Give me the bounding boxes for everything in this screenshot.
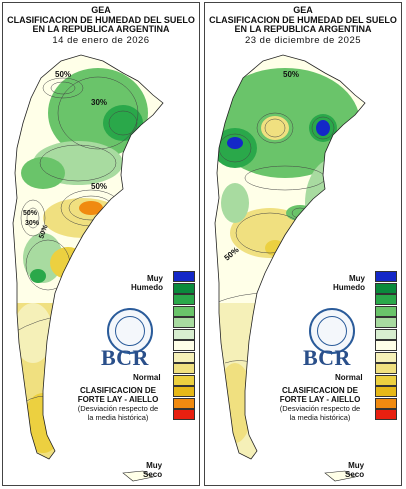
header-gea: GEA <box>91 5 111 15</box>
header-gea: GEA <box>293 5 313 15</box>
map-header-left: GEA CLASIFICACION DE HUMEDAD DEL SUELO E… <box>3 5 199 46</box>
legend-swatch <box>173 328 195 340</box>
contour-label: 50% <box>283 70 299 79</box>
contour-label: 50% <box>23 210 38 217</box>
contour-label: 50% <box>55 70 71 79</box>
map-header-right: GEA CLASIFICACION DE HUMEDAD DEL SUELO E… <box>205 5 401 46</box>
bcr-seal-logo <box>309 308 355 354</box>
header-title: CLASIFICACION DE HUMEDAD DEL SUELO <box>7 14 195 25</box>
classification-note: CLASIFICACION DE FORTE LAY - AIELLO (Des… <box>279 386 361 422</box>
header-subtitle: EN LA REPUBLICA ARGENTINA <box>234 24 372 35</box>
map-date: 14 de enero de 2026 <box>52 34 150 46</box>
legend-wet-label: Muy Humedo <box>333 274 365 292</box>
legend-swatch <box>375 409 397 420</box>
legend-dry-label: Muy Seco <box>345 461 365 479</box>
legend-swatch <box>375 328 397 340</box>
bcr-logo-text: BCR <box>303 345 351 370</box>
header-subtitle: EN LA REPUBLICA ARGENTINA <box>32 24 170 35</box>
legend-swatch <box>375 351 397 363</box>
legend-wet-label: Muy Humedo <box>131 274 163 292</box>
legend-swatch <box>375 317 397 328</box>
map-panel-right: 50% 50% GEA CLASIFICACION DE HUMEDAD DEL… <box>204 2 402 486</box>
legend-swatch <box>375 282 397 294</box>
legend-swatch <box>375 386 397 397</box>
legend-swatch <box>375 340 397 351</box>
legend-normal-label: Normal <box>133 373 161 382</box>
map-date: 23 de diciembre de 2025 <box>244 34 362 46</box>
bcr-seal-logo <box>107 308 153 354</box>
contour-label: 50% <box>38 223 50 239</box>
legend-swatch <box>173 271 195 282</box>
bcr-logo-text: BCR <box>101 345 149 370</box>
legend-swatch <box>173 340 195 351</box>
legend-normal-label: Normal <box>335 373 363 382</box>
map-panel-left: 50% 30% 50% 50% 30% 50% GEA CLASIFICACIO… <box>2 2 200 486</box>
classification-note: CLASIFICACION DE FORTE LAY - AIELLO (Des… <box>77 386 159 422</box>
legend-dry-label: Muy Seco <box>143 461 163 479</box>
soil-moisture-map-right: 50% 50% <box>214 54 366 482</box>
contour-label: 50% <box>91 182 107 191</box>
legend-swatch <box>173 294 195 305</box>
legend-swatch <box>375 374 397 386</box>
contour-label: 30% <box>91 98 107 107</box>
legend-swatch <box>173 374 195 386</box>
legend-swatch <box>375 294 397 305</box>
legend-swatch <box>173 317 195 328</box>
legend-swatch <box>375 363 397 374</box>
legend-swatch <box>173 305 195 317</box>
legend-scale <box>375 271 397 421</box>
legend-swatch <box>375 271 397 282</box>
legend-swatch <box>173 386 195 397</box>
contour-label: 30% <box>25 220 40 227</box>
legend-swatch <box>173 409 195 420</box>
legend-scale <box>173 271 195 421</box>
legend-swatch <box>173 351 195 363</box>
legend-swatch <box>173 397 195 409</box>
legend-swatch <box>375 397 397 409</box>
header-title: CLASIFICACION DE HUMEDAD DEL SUELO <box>209 14 397 25</box>
legend-swatch <box>375 305 397 317</box>
legend-swatch <box>173 363 195 374</box>
legend-swatch <box>173 282 195 294</box>
